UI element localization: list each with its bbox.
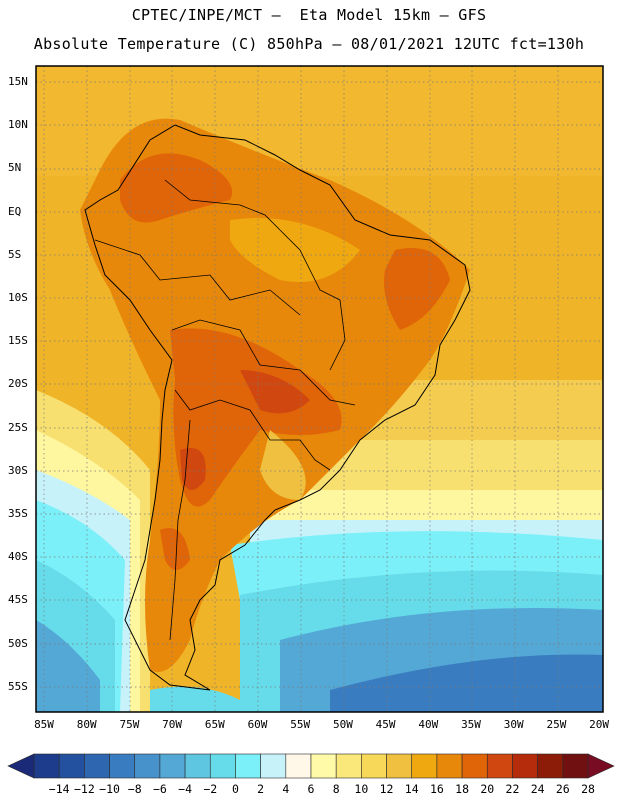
longitude-label: 60W	[247, 718, 268, 731]
colorbar-label: 8	[332, 782, 340, 796]
longitude-label: 85W	[34, 718, 54, 731]
colorbar-label: 4	[282, 782, 290, 796]
country-borders	[94, 179, 356, 641]
temperature-field	[36, 66, 603, 712]
latitude-label: 10S	[8, 291, 28, 304]
longitude-label: 65W	[204, 718, 225, 731]
longitude-label: 55W	[290, 718, 311, 731]
latitude-label: 20S	[8, 377, 28, 391]
colorbar-swatch	[310, 753, 337, 779]
latitude-label: 5N	[8, 161, 22, 175]
colorbar-swatch	[109, 753, 136, 779]
latitude-label: 55S	[8, 679, 28, 693]
colorbar-label: −2	[203, 782, 218, 796]
colorbar-swatch	[184, 753, 211, 779]
longitude-label: 35W	[461, 718, 481, 731]
colorbar-label: 24	[530, 782, 545, 796]
colorbar-swatch	[436, 753, 463, 779]
longitude-label: 25W	[546, 718, 567, 731]
longitude-label: 45W	[375, 718, 396, 731]
colorbar-swatch	[335, 753, 362, 779]
latitude-label: 35S	[8, 507, 28, 520]
colorbar-swatch	[386, 753, 413, 779]
colorbar-swatch	[209, 753, 236, 779]
colorbar-swatch	[461, 753, 488, 779]
colorbar-swatch	[486, 753, 513, 779]
latitude-label: 15S	[8, 334, 28, 348]
colorbar-swatch	[537, 753, 564, 779]
colorbar-label: 2	[257, 782, 265, 796]
colorbar-label: −6	[152, 782, 167, 796]
longitude-label: 75W	[119, 718, 140, 731]
latitude-label: 50S	[8, 636, 28, 650]
colorbar-swatch	[512, 753, 538, 779]
plot-frame	[35, 65, 604, 713]
colorbar-swatch	[134, 753, 161, 779]
colorbar-label: 14	[404, 782, 419, 796]
colorbar-high-arrow	[587, 753, 615, 779]
colorbar-low-arrow	[7, 753, 35, 779]
colorbar	[33, 753, 589, 779]
map-title: CPTEC/INPE/MCT – Eta Model 15km – GFS	[131, 6, 487, 24]
colorbar-swatch	[235, 753, 261, 779]
colorbar-swatch	[285, 753, 312, 779]
colorbar-swatch	[84, 753, 110, 779]
latitude-label: 5S	[8, 247, 22, 261]
latitude-label: 25S	[8, 420, 28, 434]
longitude-label: 80W	[76, 718, 97, 731]
latitude-label: 45S	[8, 593, 28, 607]
colorbar-label: −14	[48, 782, 70, 796]
latitude-label: EQ	[8, 204, 22, 218]
latitude-label: 15N	[8, 75, 28, 88]
colorbar-label: 16	[429, 782, 444, 796]
colorbar-label: 10	[354, 782, 369, 796]
colorbar-swatch	[260, 753, 287, 779]
colorbar-label: 6	[307, 782, 315, 796]
longitude-label: 20W	[589, 718, 610, 731]
colorbar-swatch	[33, 753, 60, 779]
colorbar-swatch	[159, 753, 186, 779]
longitude-label: 50W	[332, 718, 353, 731]
colorbar-label: −12	[73, 782, 95, 796]
colorbar-swatch	[58, 753, 85, 779]
colorbar-swatch	[411, 753, 438, 779]
colorbar-label: −8	[127, 782, 142, 796]
colorbar-label: 12	[379, 782, 394, 796]
colorbar-label: 18	[455, 782, 469, 796]
colorbar-label: −4	[178, 782, 192, 796]
coastline	[84, 124, 471, 691]
colorbar-label: 0	[231, 782, 239, 796]
colorbar-label: 28	[581, 782, 595, 796]
colorbar-label: 22	[505, 782, 520, 796]
colorbar-swatch	[562, 753, 589, 779]
latitude-label: 40S	[8, 550, 28, 564]
map-subtitle: Absolute Temperature (C) 850hPa – 08/01/…	[33, 35, 585, 53]
latitude-label: 10N	[8, 118, 28, 132]
colorbar-swatch	[361, 753, 387, 779]
colorbar-label: 26	[555, 782, 570, 796]
latitude-label: 30S	[8, 463, 28, 477]
longitude-label: 70W	[162, 718, 183, 731]
graticule	[36, 66, 603, 712]
longitude-label: 30W	[503, 718, 524, 731]
colorbar-label: 20	[480, 782, 495, 796]
colorbar-label: −10	[99, 782, 120, 796]
longitude-label: 40W	[418, 718, 439, 731]
